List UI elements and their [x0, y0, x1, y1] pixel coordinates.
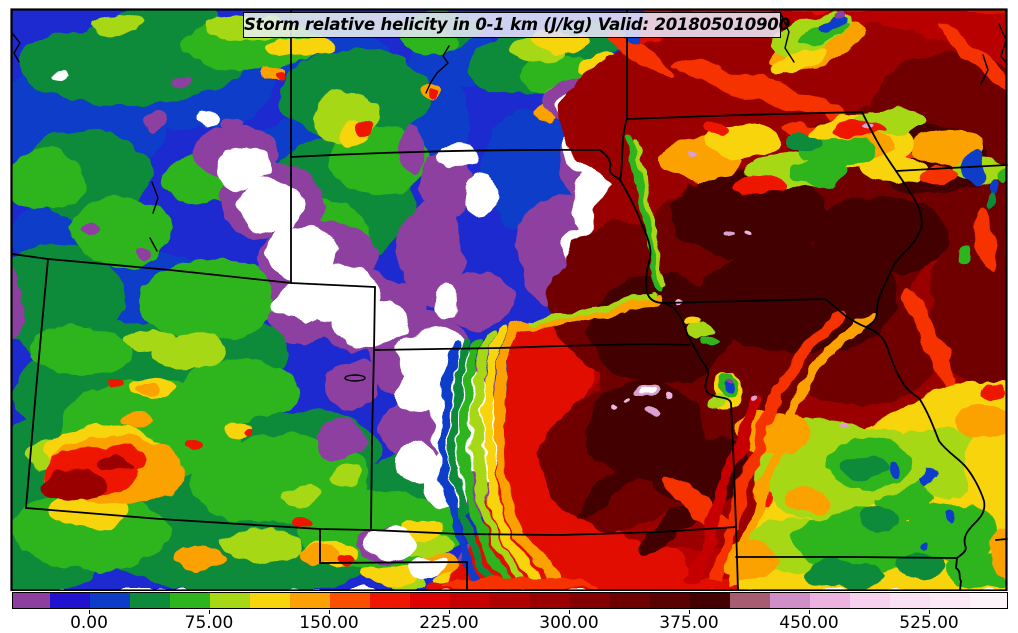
colorbar-tick — [449, 610, 451, 614]
colorbar-segment — [13, 593, 50, 608]
colorbar-tick-label: 0.00 — [70, 613, 108, 633]
colorbar-segment — [610, 593, 650, 608]
mississippi-river — [861, 111, 986, 559]
colorbar-segment — [450, 593, 490, 608]
colorbar-segment — [810, 593, 850, 608]
border-nebraska-kansas — [374, 343, 691, 351]
colorbar-tick-label: 75.00 — [184, 613, 234, 633]
colorbar-tick-label: 525.00 — [899, 613, 959, 633]
colorbar-segment — [170, 593, 210, 608]
colorbar-segment — [290, 593, 330, 608]
border-bootheel — [955, 557, 962, 591]
border-minnesota-iowa — [626, 111, 863, 120]
colorbar-tick-label: 225.00 — [419, 613, 479, 633]
border-southdakota-nebraska — [290, 148, 601, 158]
border-wisconsin-illinois — [895, 164, 1008, 172]
border-41n — [11, 253, 376, 288]
title-box: Storm relative helicity in 0-1 km (J/kg)… — [243, 12, 790, 38]
helicity-field — [12, 10, 1006, 590]
border-colorado-kansas — [370, 286, 376, 530]
colorbar-tick — [809, 610, 811, 614]
missouri-river — [619, 179, 732, 404]
colorbar-segment — [570, 593, 610, 608]
colorbar-tick-label: 375.00 — [659, 613, 719, 633]
colorbar-segment — [930, 593, 970, 608]
colorbar-segment — [970, 593, 1007, 608]
colorbar-segment — [490, 593, 530, 608]
map-frame — [10, 8, 1008, 591]
colorbar-tick-label: 450.00 — [779, 613, 839, 633]
border-missouri-arkansas — [735, 556, 958, 559]
colorbar-segment — [410, 593, 450, 608]
colorbar-segment — [370, 593, 410, 608]
border-kansas-missouri — [730, 402, 739, 591]
colorbar-tick — [209, 610, 211, 614]
colorbar-segment — [890, 593, 930, 608]
plot-title: Storm relative helicity in 0-1 km (J/kg)… — [244, 15, 790, 34]
colorbar-segment — [250, 593, 290, 608]
colorbar-segment — [850, 593, 890, 608]
colorbar-segment — [730, 593, 770, 608]
colorbar — [12, 592, 1008, 609]
colorbar-segment — [690, 593, 730, 608]
border-utah-colorado — [25, 258, 49, 509]
border-iowa-missouri — [663, 298, 826, 304]
border-oklahoma-texas — [319, 561, 468, 564]
colorbar-tick — [569, 610, 571, 614]
colorbar-tick-label: 150.00 — [299, 613, 359, 633]
colorbar-segment — [770, 593, 810, 608]
colorbar-tick — [689, 610, 691, 614]
state-borders — [11, 9, 1008, 591]
colorbar-segment — [650, 593, 690, 608]
colorbar-tick — [89, 610, 91, 614]
big-sioux-river — [619, 118, 628, 181]
border-kentucky — [995, 538, 1008, 541]
colorbar-segment — [50, 593, 90, 608]
colorbar-segment — [90, 593, 130, 608]
colorbar-segment — [130, 593, 170, 608]
colorbar-segment — [210, 593, 250, 608]
helicity-map — [10, 8, 1008, 591]
des-moines-river — [824, 298, 867, 328]
colorbar-tick-label: 300.00 — [539, 613, 599, 633]
colorbar-tick — [929, 610, 931, 614]
colorbar-tick — [329, 610, 331, 614]
border-37n — [25, 507, 737, 536]
missouri-river-upper — [599, 149, 621, 181]
river-squiggles — [11, 13, 1008, 382]
colorbar-segment — [530, 593, 570, 608]
colorbar-segment — [330, 593, 370, 608]
